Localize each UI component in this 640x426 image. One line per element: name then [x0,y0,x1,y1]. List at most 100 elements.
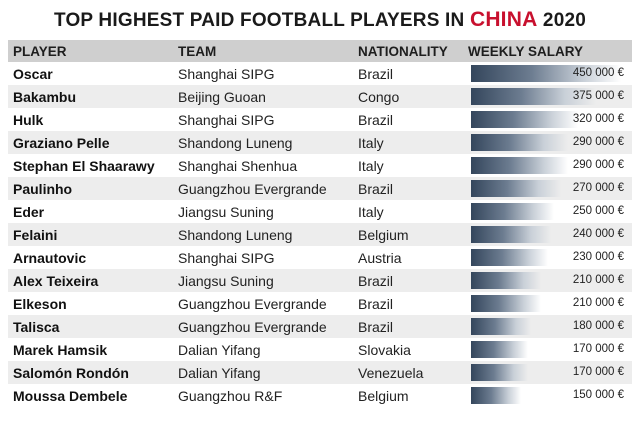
nationality: Venezuela [353,361,463,384]
salary-bar [471,65,621,82]
team-name: Shandong Luneng [173,131,353,154]
salary-label: 240 000 € [572,228,624,240]
nationality: Brazil [353,177,463,200]
player-name: Graziano Pelle [8,131,173,154]
salary-bar [471,226,551,243]
team-name: Dalian Yifang [173,338,353,361]
table-row: Marek Hamsik Dalian Yifang Slovakia 170 000… [8,338,632,361]
team-name: Dalian Yifang [173,361,353,384]
table-row: Stephan El Shaarawy Shanghai Shenhua Italy… [8,154,632,177]
salary-bar [471,272,541,289]
salary-cell: 290 000 € [463,131,632,154]
player-name: Moussa Dembele [8,384,173,407]
salary-cell: 240 000 € [463,223,632,246]
table-row: Oscar Shanghai SIPG Brazil 450 000 € [8,62,632,85]
header-player: PLAYER [8,40,173,62]
nationality: Austria [353,246,463,269]
salary-bar [471,180,561,197]
player-name: Salomón Rondón [8,361,173,384]
nationality: Italy [353,131,463,154]
salary-label: 270 000 € [572,182,624,194]
player-name: Bakambu [8,85,173,108]
team-name: Beijing Guoan [173,85,353,108]
table-row: Talisca Guangzhou Evergrande Brazil 180 000… [8,315,632,338]
salary-cell: 450 000 € [463,62,632,85]
table-row: Bakambu Beijing Guoan Congo 375 000 € [8,85,632,108]
salary-label: 170 000 € [572,343,624,355]
salary-bar [471,157,568,174]
player-name: Stephan El Shaarawy [8,154,173,177]
nationality: Italy [353,154,463,177]
table-row: Moussa Dembele Guangzhou R&F Belgium 150 00… [8,384,632,407]
table-row: Paulinho Guangzhou Evergrande Brazil 270 00… [8,177,632,200]
salary-label: 450 000 € [572,67,624,79]
salary-bar [471,111,578,128]
nationality: Italy [353,200,463,223]
player-name: Talisca [8,315,173,338]
title-prefix: TOP HIGHEST PAID FOOTBALL PLAYERS IN [53,10,470,31]
salary-label: 375 000 € [572,90,624,102]
salary-cell: 210 000 € [463,269,632,292]
player-name: Eder [8,200,173,223]
team-name: Shanghai SIPG [173,62,353,85]
salary-cell: 170 000 € [463,361,632,384]
team-name: Jiangsu Suning [173,200,353,223]
player-name: Paulinho [8,177,173,200]
team-name: Shanghai SIPG [173,246,353,269]
team-name: Jiangsu Suning [173,269,353,292]
player-name: Marek Hamsik [8,338,173,361]
salary-cell: 320 000 € [463,108,632,131]
table-row: Graziano Pelle Shandong Luneng Italy 290 00… [8,131,632,154]
salary-bar [471,364,528,381]
salary-cell: 375 000 € [463,85,632,108]
header-nationality: NATIONALITY [353,40,463,62]
nationality: Brazil [353,62,463,85]
salary-label: 320 000 € [572,113,624,125]
nationality: Belgium [353,384,463,407]
player-name: Arnautovic [8,246,173,269]
salary-cell: 250 000 € [463,200,632,223]
table-row: Hulk Shanghai SIPG Brazil 320 000 € [8,108,632,131]
salary-cell: 290 000 € [463,154,632,177]
salary-label: 180 000 € [572,320,624,332]
salary-cell: 270 000 € [463,177,632,200]
team-name: Shandong Luneng [173,223,353,246]
salary-cell: 180 000 € [463,315,632,338]
salary-label: 230 000 € [572,251,624,263]
salary-label: 210 000 € [572,274,624,286]
team-name: Guangzhou R&F [173,384,353,407]
nationality: Brazil [353,108,463,131]
salary-label: 170 000 € [572,366,624,378]
salary-bar [471,295,541,312]
table-row: Alex Teixeira Jiangsu Suning Brazil 210 000… [8,269,632,292]
salary-cell: 150 000 € [463,384,632,407]
salary-bar [471,318,531,335]
table-body: Oscar Shanghai SIPG Brazil 450 000 € Bakambu… [8,62,632,407]
salary-bar [471,341,528,358]
player-name: Felaini [8,223,173,246]
salary-cell: 230 000 € [463,246,632,269]
salary-bar [471,249,548,266]
title-suffix: 2020 [537,10,586,31]
nationality: Brazil [353,292,463,315]
player-name: Elkeson [8,292,173,315]
salary-label: 210 000 € [572,297,624,309]
team-name: Guangzhou Evergrande [173,292,353,315]
header-team: TEAM [173,40,353,62]
team-name: Guangzhou Evergrande [173,315,353,338]
header-salary: WEEKLY SALARY [463,40,632,62]
title-accent: CHINA [469,8,538,31]
nationality: Brazil [353,315,463,338]
salary-label: 290 000 € [572,159,624,171]
chart-title: TOP HIGHEST PAID FOOTBALL PLAYERS IN CHI… [0,0,640,40]
salary-table: PLAYER TEAM NATIONALITY WEEKLY SALARY Os… [8,40,632,407]
salary-cell: 170 000 € [463,338,632,361]
nationality: Congo [353,85,463,108]
nationality: Slovakia [353,338,463,361]
player-name: Hulk [8,108,173,131]
salary-bar [471,88,596,105]
header-row: PLAYER TEAM NATIONALITY WEEKLY SALARY [8,40,632,62]
nationality: Brazil [353,269,463,292]
salary-bar [471,134,568,151]
table-row: Eder Jiangsu Suning Italy 250 000 € [8,200,632,223]
